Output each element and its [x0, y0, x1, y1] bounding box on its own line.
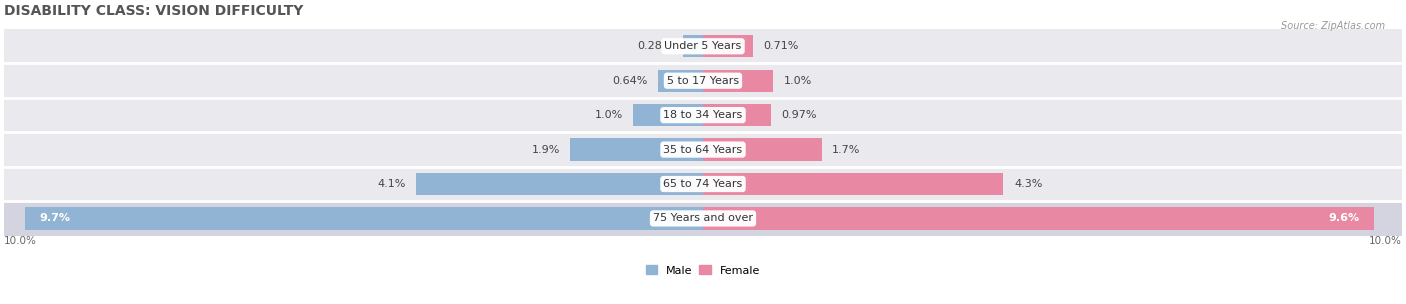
- Bar: [703, 35, 752, 57]
- Text: 4.3%: 4.3%: [1014, 179, 1042, 189]
- Text: 1.0%: 1.0%: [595, 110, 623, 120]
- Text: 75 Years and over: 75 Years and over: [652, 213, 754, 223]
- Bar: [416, 173, 703, 195]
- Bar: [703, 207, 1374, 230]
- Text: 35 to 64 Years: 35 to 64 Years: [664, 145, 742, 154]
- Text: 0.28%: 0.28%: [637, 41, 673, 51]
- Bar: [633, 104, 703, 126]
- Text: 9.7%: 9.7%: [39, 213, 70, 223]
- Text: 0.64%: 0.64%: [613, 76, 648, 86]
- Text: 1.9%: 1.9%: [531, 145, 560, 154]
- Text: DISABILITY CLASS: VISION DIFFICULTY: DISABILITY CLASS: VISION DIFFICULTY: [4, 4, 304, 18]
- Text: 9.6%: 9.6%: [1329, 213, 1360, 223]
- Text: Under 5 Years: Under 5 Years: [665, 41, 741, 51]
- Text: 10.0%: 10.0%: [1369, 236, 1402, 246]
- Bar: [4, 64, 1402, 98]
- Bar: [4, 167, 1402, 201]
- Bar: [703, 104, 770, 126]
- Legend: Male, Female: Male, Female: [647, 265, 759, 275]
- Bar: [703, 173, 1004, 195]
- Text: 1.7%: 1.7%: [832, 145, 860, 154]
- Text: Source: ZipAtlas.com: Source: ZipAtlas.com: [1281, 21, 1385, 31]
- Bar: [4, 98, 1402, 132]
- Text: 4.1%: 4.1%: [378, 179, 406, 189]
- Text: 0.97%: 0.97%: [782, 110, 817, 120]
- Bar: [703, 138, 821, 161]
- Text: 18 to 34 Years: 18 to 34 Years: [664, 110, 742, 120]
- Bar: [4, 29, 1402, 64]
- Bar: [571, 138, 703, 161]
- Text: 1.0%: 1.0%: [783, 76, 811, 86]
- Text: 0.71%: 0.71%: [763, 41, 799, 51]
- Text: 5 to 17 Years: 5 to 17 Years: [666, 76, 740, 86]
- Bar: [4, 201, 1402, 236]
- Bar: [683, 35, 703, 57]
- Bar: [703, 70, 773, 92]
- Bar: [658, 70, 703, 92]
- Bar: [25, 207, 703, 230]
- Text: 10.0%: 10.0%: [4, 236, 37, 246]
- Bar: [4, 132, 1402, 167]
- Text: 65 to 74 Years: 65 to 74 Years: [664, 179, 742, 189]
